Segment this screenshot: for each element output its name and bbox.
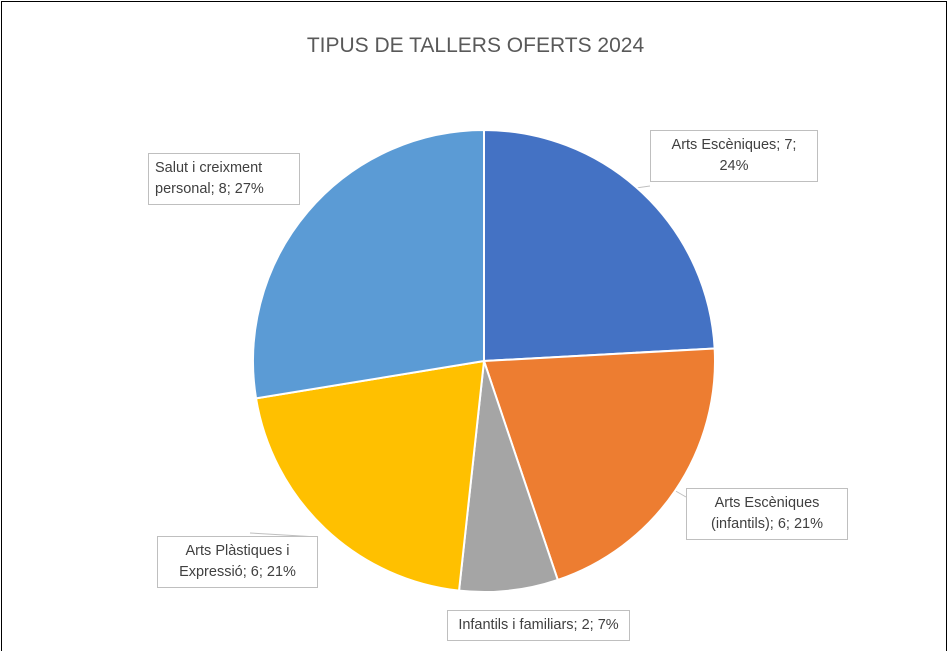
data-label: Infantils i familiars; 2; 7% xyxy=(447,610,630,641)
data-label: Arts Escèniques (infantils); 6; 21% xyxy=(686,488,848,540)
pie-slice xyxy=(483,128,716,363)
data-label: Arts Plàstiques i Expressió; 6; 21% xyxy=(157,536,318,588)
pie-slice xyxy=(252,128,485,400)
chart-title: TIPUS DE TALLERS OFERTS 2024 xyxy=(306,34,645,57)
data-label: Arts Escèniques; 7; 24% xyxy=(650,130,818,182)
pie-slice xyxy=(254,359,486,592)
pie-slice xyxy=(482,347,716,582)
data-label: Salut i creixment personal; 8; 27% xyxy=(148,153,300,205)
